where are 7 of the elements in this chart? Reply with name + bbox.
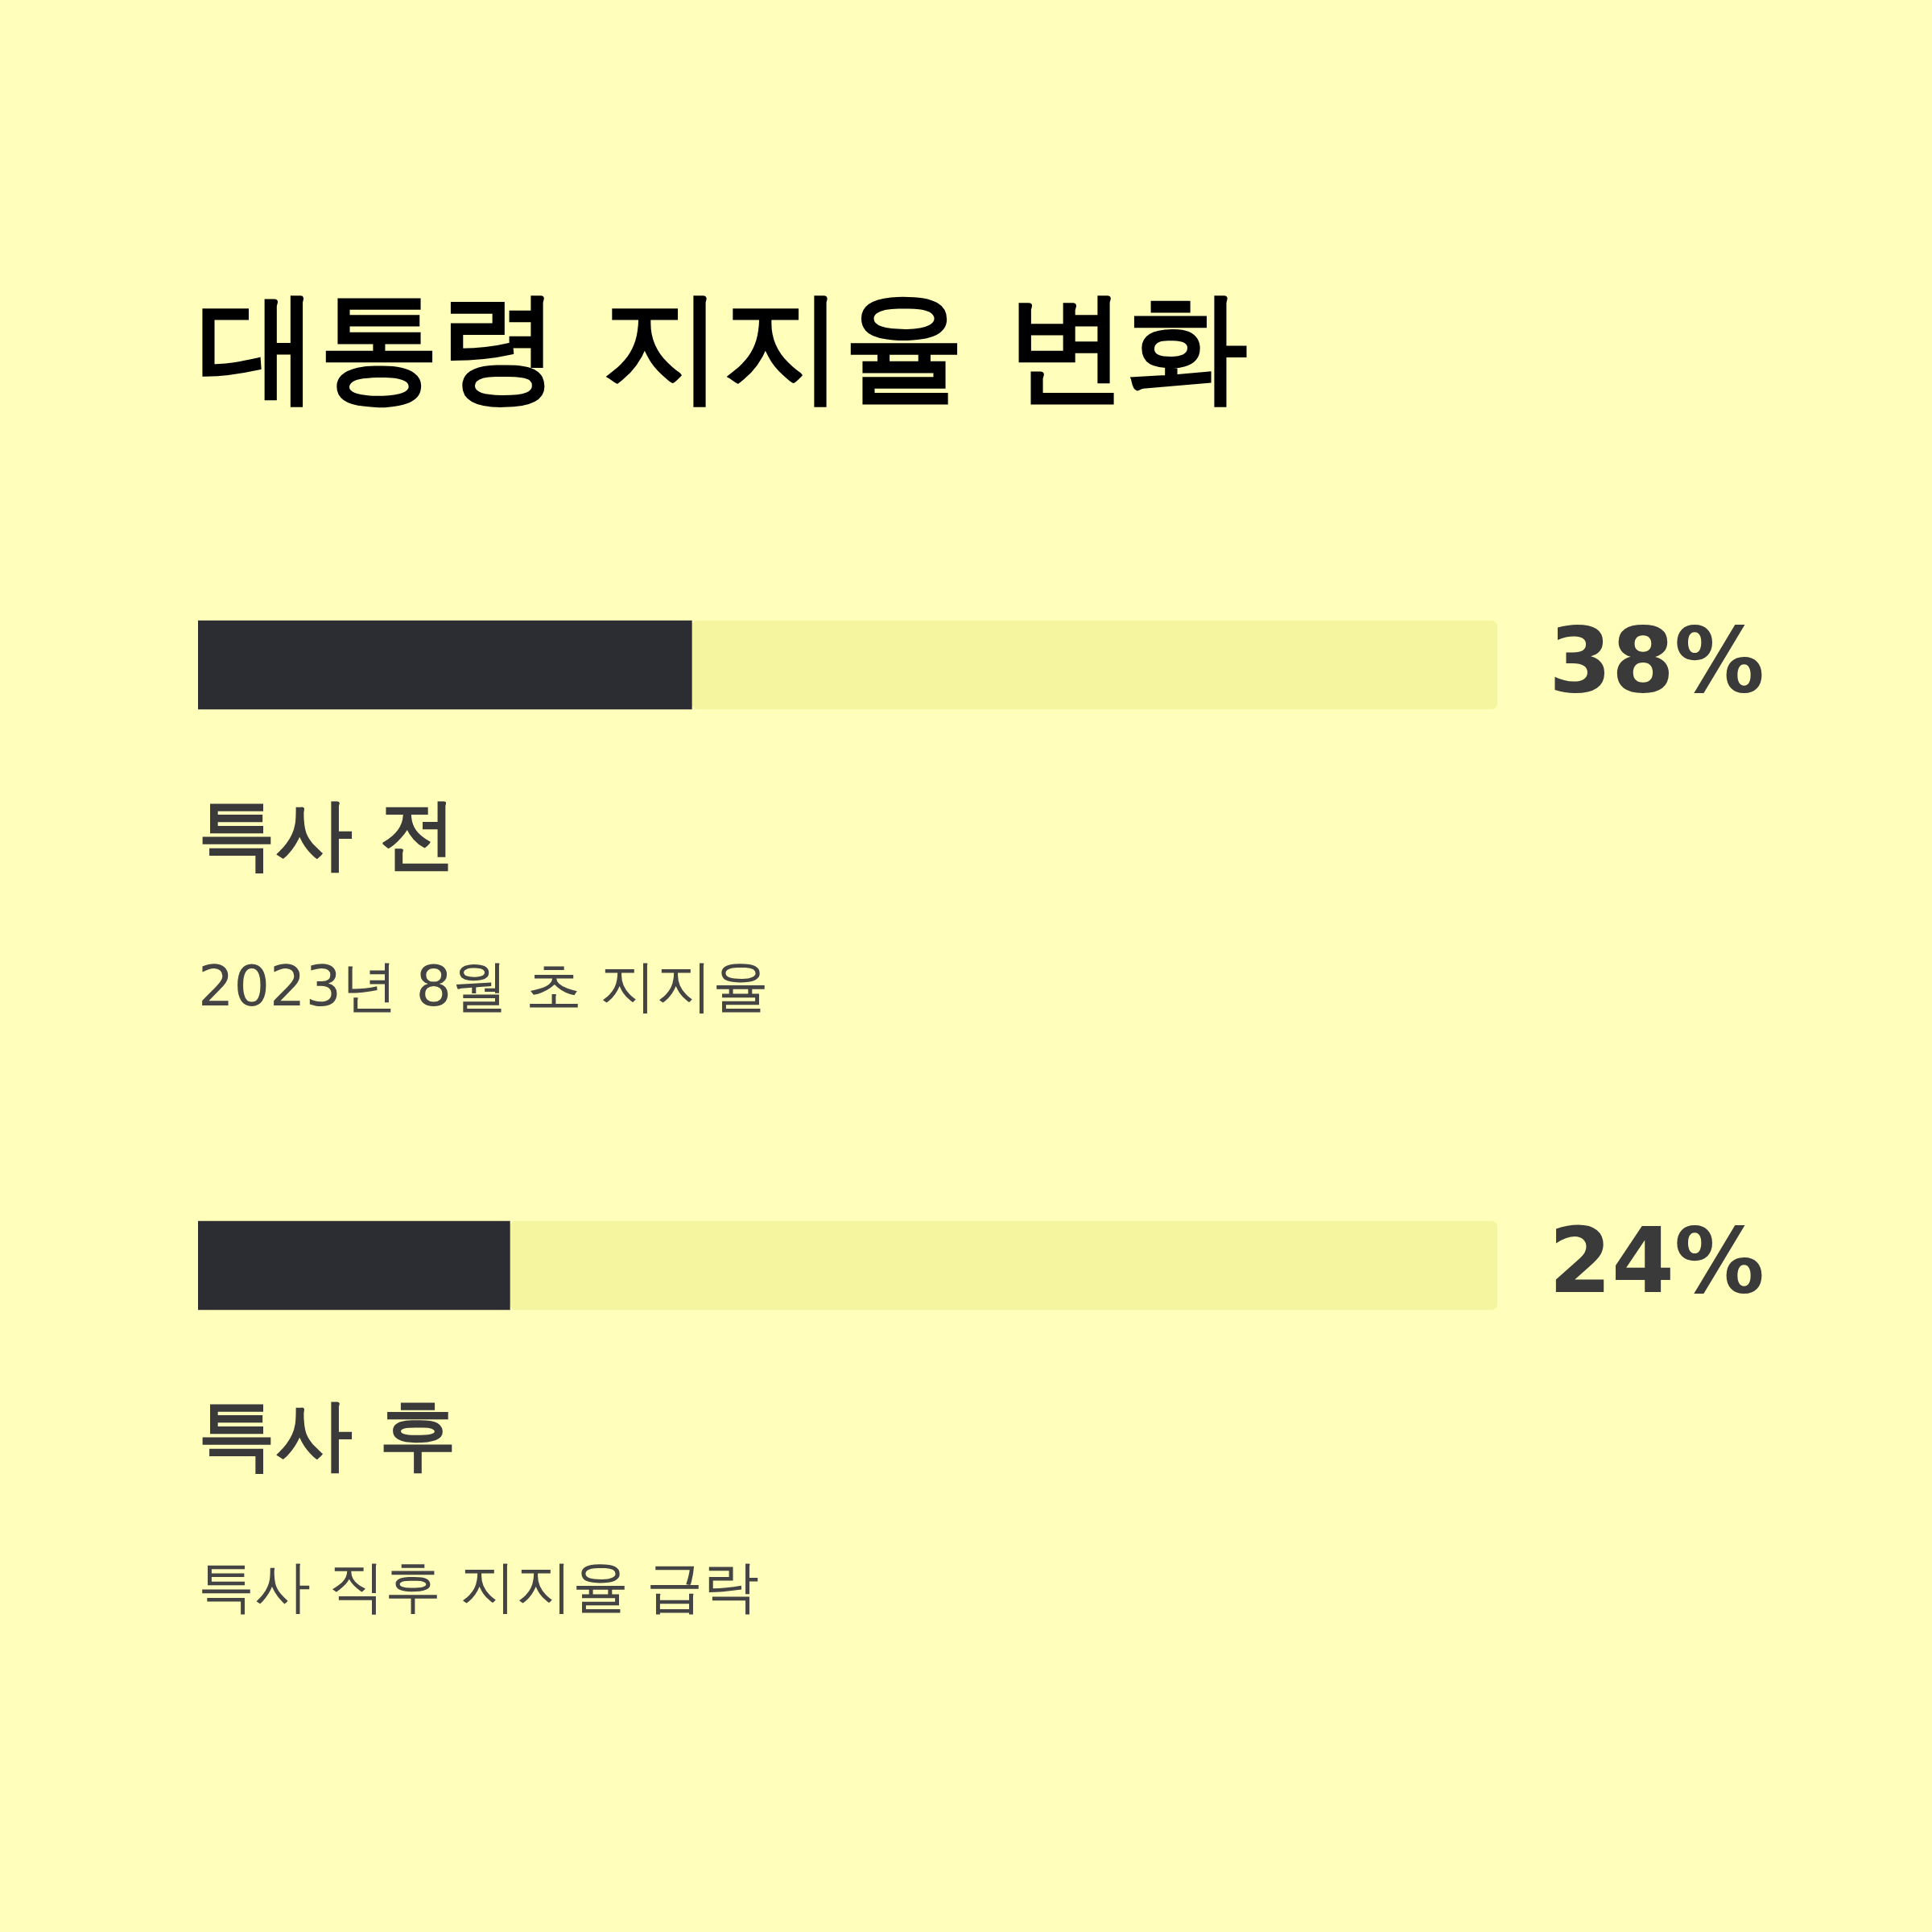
chart-title: 대통령 지지율 변화 <box>198 275 1249 418</box>
data-label: 24% <box>1549 1208 1765 1314</box>
y-tick-label: 특사 후 <box>198 1389 457 1480</box>
data-label: 38% <box>1549 608 1765 713</box>
y-tick-label: 특사 전 <box>198 788 457 879</box>
annotation: 특사 직후 지지율 급락 <box>198 1554 759 1620</box>
annotation: 2023년 8월 초 지지율 <box>198 953 770 1020</box>
